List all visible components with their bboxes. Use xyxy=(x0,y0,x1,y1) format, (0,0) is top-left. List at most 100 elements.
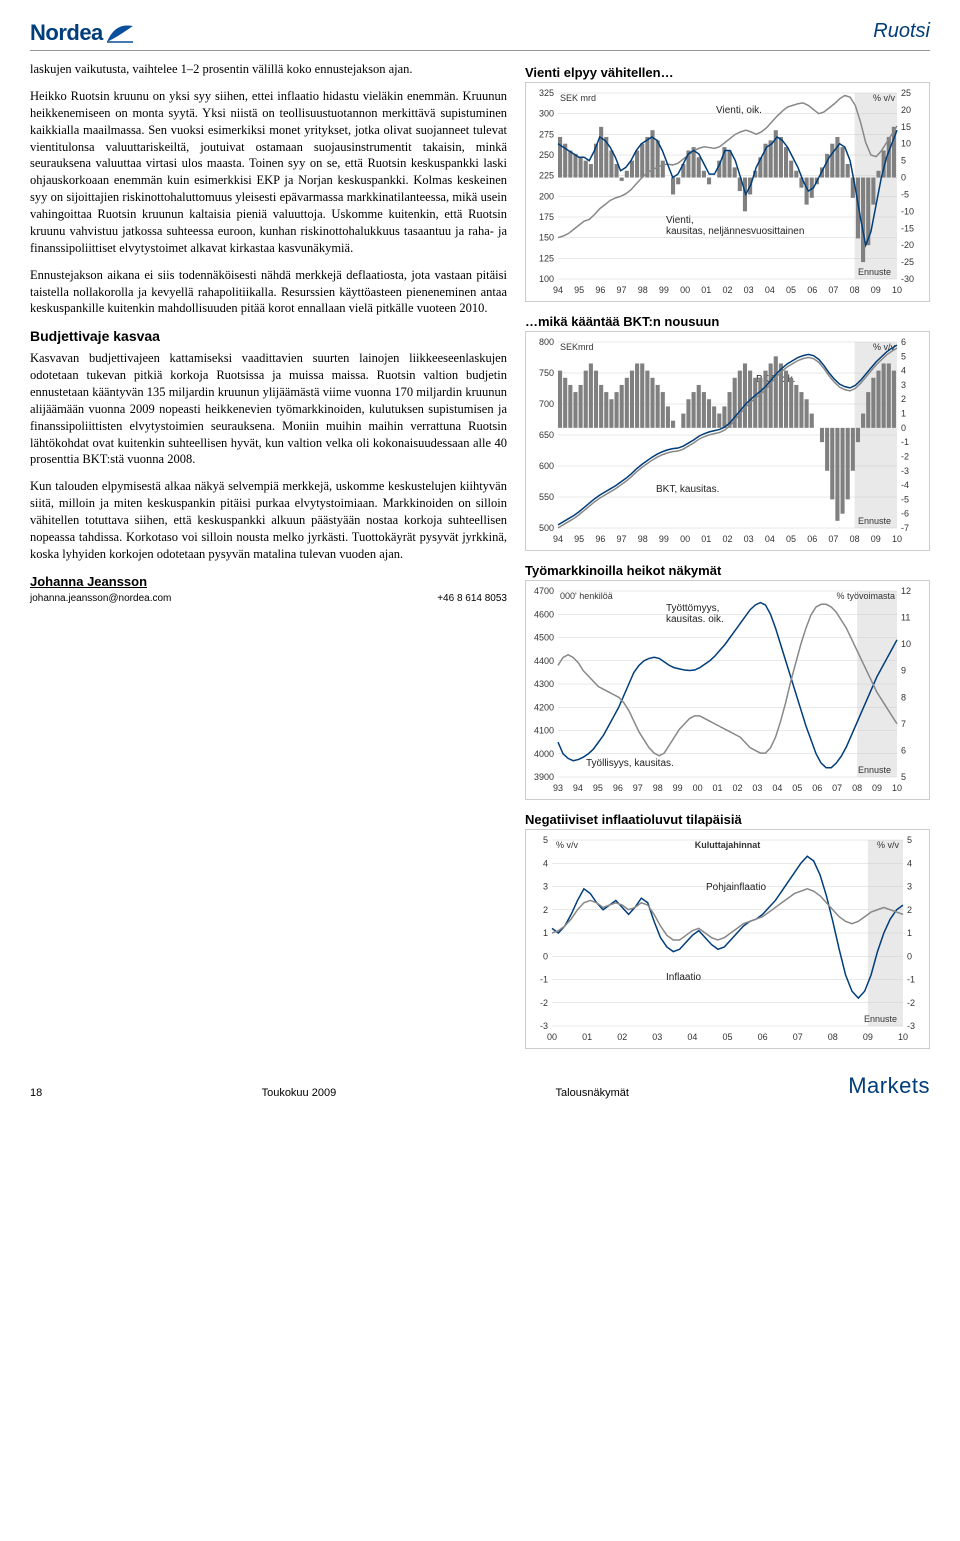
page-footer: 18 Toukokuu 2009 Talousnäkymät Markets xyxy=(30,1073,930,1099)
svg-text:-7: -7 xyxy=(901,523,909,533)
svg-text:% v/v: % v/v xyxy=(556,840,579,850)
svg-text:03: 03 xyxy=(744,534,754,544)
svg-text:10: 10 xyxy=(901,139,911,149)
svg-text:96: 96 xyxy=(595,285,605,295)
svg-text:750: 750 xyxy=(539,368,554,378)
svg-text:10: 10 xyxy=(898,1032,908,1042)
svg-text:07: 07 xyxy=(828,534,838,544)
svg-text:06: 06 xyxy=(807,285,817,295)
page-number: 18 xyxy=(30,1087,42,1099)
svg-text:500: 500 xyxy=(539,523,554,533)
paragraph: Kasvavan budjettivajeen kattamiseksi vaa… xyxy=(30,350,507,468)
svg-text:9: 9 xyxy=(901,666,906,676)
svg-text:00: 00 xyxy=(547,1032,557,1042)
chart3-svg: 3900400041004200430044004500460047005678… xyxy=(526,581,929,799)
svg-text:00: 00 xyxy=(680,285,690,295)
svg-text:11: 11 xyxy=(901,613,910,623)
svg-text:5: 5 xyxy=(901,156,906,166)
svg-text:4: 4 xyxy=(901,366,906,376)
svg-text:5: 5 xyxy=(901,772,906,782)
svg-text:04: 04 xyxy=(772,783,782,793)
svg-text:03: 03 xyxy=(744,285,754,295)
svg-text:3: 3 xyxy=(907,882,912,892)
svg-text:4500: 4500 xyxy=(534,633,554,643)
charts-column: Vienti elpyy vähitellen… 100125150175200… xyxy=(525,61,930,1061)
chart4: -3-3-2-2-1-10011223344550001020304050607… xyxy=(525,829,930,1049)
svg-text:0: 0 xyxy=(901,423,906,433)
svg-text:% v/v: % v/v xyxy=(873,93,896,103)
svg-text:4600: 4600 xyxy=(534,609,554,619)
svg-text:05: 05 xyxy=(722,1032,732,1042)
svg-text:% työvoimasta: % työvoimasta xyxy=(836,591,895,601)
svg-text:-10: -10 xyxy=(901,206,914,216)
svg-text:Vienti, oik.: Vienti, oik. xyxy=(716,105,762,116)
svg-text:04: 04 xyxy=(765,534,775,544)
svg-text:10: 10 xyxy=(892,285,902,295)
svg-text:96: 96 xyxy=(613,783,623,793)
page-header: Nordea Ruotsi xyxy=(30,20,930,51)
svg-text:02: 02 xyxy=(722,534,732,544)
svg-text:97: 97 xyxy=(617,285,627,295)
svg-text:04: 04 xyxy=(765,285,775,295)
article-column: laskujen vaikutusta, vaihtelee 1–2 prose… xyxy=(30,61,507,1061)
svg-text:02: 02 xyxy=(722,285,732,295)
logo-sail-icon xyxy=(105,22,135,44)
svg-text:06: 06 xyxy=(807,534,817,544)
svg-text:200: 200 xyxy=(539,191,554,201)
svg-text:150: 150 xyxy=(539,233,554,243)
svg-text:-3: -3 xyxy=(540,1021,548,1031)
svg-text:-20: -20 xyxy=(901,240,914,250)
svg-text:0: 0 xyxy=(543,951,548,961)
svg-text:-30: -30 xyxy=(901,274,914,284)
svg-text:97: 97 xyxy=(617,534,627,544)
svg-text:Vienti,: Vienti, xyxy=(666,215,694,226)
svg-text:-2: -2 xyxy=(901,451,909,461)
author-email: johanna.jeansson@nordea.com xyxy=(30,592,171,606)
svg-text:4400: 4400 xyxy=(534,656,554,666)
svg-text:96: 96 xyxy=(595,534,605,544)
svg-text:Pohjainflaatio: Pohjainflaatio xyxy=(706,882,766,893)
svg-text:SEKmrd: SEKmrd xyxy=(560,342,594,352)
svg-text:-3: -3 xyxy=(901,466,909,476)
svg-text:20: 20 xyxy=(901,105,911,115)
svg-text:99: 99 xyxy=(673,783,683,793)
svg-text:3: 3 xyxy=(543,882,548,892)
svg-text:8: 8 xyxy=(901,692,906,702)
svg-text:08: 08 xyxy=(828,1032,838,1042)
svg-text:10: 10 xyxy=(892,534,902,544)
svg-text:-5: -5 xyxy=(901,494,909,504)
svg-text:09: 09 xyxy=(863,1032,873,1042)
svg-text:-2: -2 xyxy=(540,998,548,1008)
svg-text:3900: 3900 xyxy=(534,772,554,782)
svg-text:1: 1 xyxy=(543,928,548,938)
svg-text:05: 05 xyxy=(786,534,796,544)
svg-text:01: 01 xyxy=(701,285,711,295)
svg-text:SEK mrd: SEK mrd xyxy=(560,93,596,103)
svg-text:kausitas, neljännesvuosittaine: kausitas, neljännesvuosittainen xyxy=(666,226,804,237)
svg-text:250: 250 xyxy=(539,150,554,160)
svg-text:4300: 4300 xyxy=(534,679,554,689)
svg-text:4: 4 xyxy=(907,858,912,868)
svg-text:7: 7 xyxy=(901,719,906,729)
svg-text:06: 06 xyxy=(812,783,822,793)
svg-text:99: 99 xyxy=(659,534,669,544)
chart1: 100125150175200225250275300325-30-25-20-… xyxy=(525,82,930,302)
svg-text:07: 07 xyxy=(832,783,842,793)
svg-text:225: 225 xyxy=(539,171,554,181)
svg-text:325: 325 xyxy=(539,88,554,98)
chart3-title: Työmarkkinoilla heikot näkymät xyxy=(525,563,930,578)
svg-text:-6: -6 xyxy=(901,509,909,519)
svg-text:93: 93 xyxy=(553,783,563,793)
svg-text:800: 800 xyxy=(539,337,554,347)
svg-text:-1: -1 xyxy=(901,437,909,447)
svg-text:98: 98 xyxy=(653,783,663,793)
svg-text:2: 2 xyxy=(543,905,548,915)
svg-text:12: 12 xyxy=(901,586,911,596)
svg-text:07: 07 xyxy=(793,1032,803,1042)
svg-text:6: 6 xyxy=(901,337,906,347)
svg-text:Ennuste: Ennuste xyxy=(864,1014,897,1024)
paragraph: Ennustejakson aikana ei siis todennäköis… xyxy=(30,267,507,318)
footer-date: Toukokuu 2009 xyxy=(262,1087,337,1099)
svg-text:07: 07 xyxy=(828,285,838,295)
svg-text:03: 03 xyxy=(752,783,762,793)
